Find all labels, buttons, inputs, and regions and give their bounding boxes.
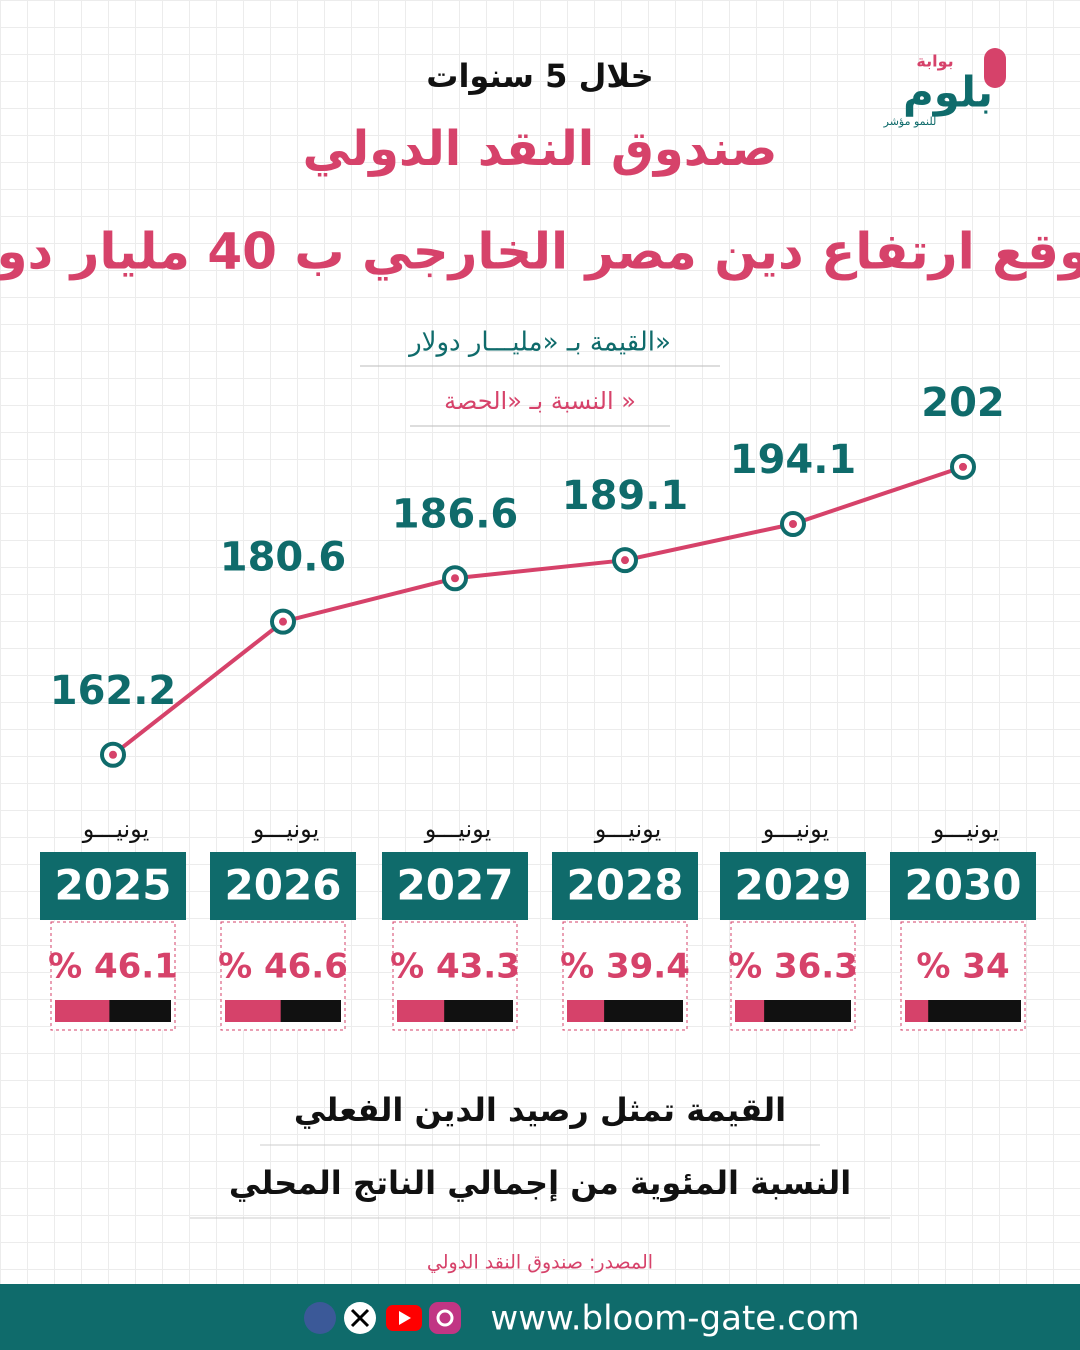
share-bar <box>397 1000 445 1022</box>
share-label: % 34 <box>916 947 1009 987</box>
value-label: 189.1 <box>562 473 689 519</box>
value-label: 202 <box>921 380 1005 426</box>
headline: يتوقع ارتفاع دين مصر الخارجي ب 40 مليار … <box>0 223 1080 282</box>
logo-mic <box>984 48 1006 88</box>
point-dot <box>959 462 967 471</box>
x-tick-label: 2029 <box>735 861 852 910</box>
share-label: % 46.1 <box>48 947 178 987</box>
point-dot <box>621 556 629 565</box>
point-dot <box>109 750 117 759</box>
logo-top: بوابة <box>916 52 953 71</box>
month-label: يونيـــو <box>932 815 1000 843</box>
month-label: يونيـــو <box>594 815 662 843</box>
source: المصدر: صندوق النقد الدولي <box>427 1252 653 1274</box>
instagram-glyph <box>436 1309 454 1327</box>
share-bar <box>905 1000 929 1022</box>
point-dot <box>279 617 287 626</box>
title: صندوق النقد الدولي <box>303 121 778 177</box>
x-tick-label: 2028 <box>567 861 684 910</box>
share-bar <box>55 1000 110 1022</box>
month-label: يونيـــو <box>82 815 150 843</box>
value-label: 186.6 <box>392 491 519 537</box>
value-label: 180.6 <box>220 535 347 581</box>
point-dot <box>789 520 797 529</box>
share-track <box>905 1000 1021 1022</box>
x-tick-label: 2026 <box>225 861 342 910</box>
year-box <box>382 852 528 920</box>
footer-bar <box>0 1284 1080 1350</box>
share-bar <box>225 1000 281 1022</box>
share-label: % 36.3 <box>728 947 858 987</box>
x-glyph <box>350 1308 370 1328</box>
logo-name: بلوم <box>903 68 993 118</box>
x-tick-label: 2025 <box>55 861 172 910</box>
share-label: % 46.6 <box>218 947 348 987</box>
share-bar <box>567 1000 605 1022</box>
value-label: 162.2 <box>50 668 177 714</box>
month-label: يونيـــو <box>762 815 830 843</box>
year-box <box>552 852 698 920</box>
year-box <box>720 852 866 920</box>
kicker: خلال 5 سنوات <box>426 57 653 95</box>
year-box <box>890 852 1036 920</box>
logo-tagline: للنمو مؤشر <box>883 115 937 128</box>
year-box <box>210 852 356 920</box>
facebook-icon[interactable] <box>304 1302 336 1334</box>
x-tick-label: 2030 <box>905 861 1022 910</box>
note: النسبة المئوية من إجمالي الناتج المحلي <box>229 1164 851 1203</box>
note: القيمة تمثل رصيد الدين الفعلي <box>294 1091 786 1129</box>
month-label: يونيـــو <box>424 815 492 843</box>
instagram-icon[interactable] <box>429 1302 461 1334</box>
chart: 162.2 180.6 186.6 189.1 194.1 202 يونيـــو 2025… <box>40 380 1036 1031</box>
youtube-glyph <box>399 1311 411 1325</box>
month-label: يونيـــو <box>252 815 320 843</box>
share-label: % 43.3 <box>390 947 520 987</box>
legend-share: النسبة بـ «الحصة » <box>444 387 636 415</box>
website[interactable]: www.bloom-gate.com <box>490 1299 859 1339</box>
line <box>111 464 964 757</box>
value-label: 194.1 <box>730 437 857 483</box>
share-label: % 39.4 <box>560 947 690 987</box>
legend-value: القيمة بـ «مليـــار دولار» <box>407 328 671 358</box>
point-dot <box>451 574 459 583</box>
share-bar <box>735 1000 765 1022</box>
x-tick-label: 2027 <box>397 861 514 910</box>
year-box <box>40 852 186 920</box>
